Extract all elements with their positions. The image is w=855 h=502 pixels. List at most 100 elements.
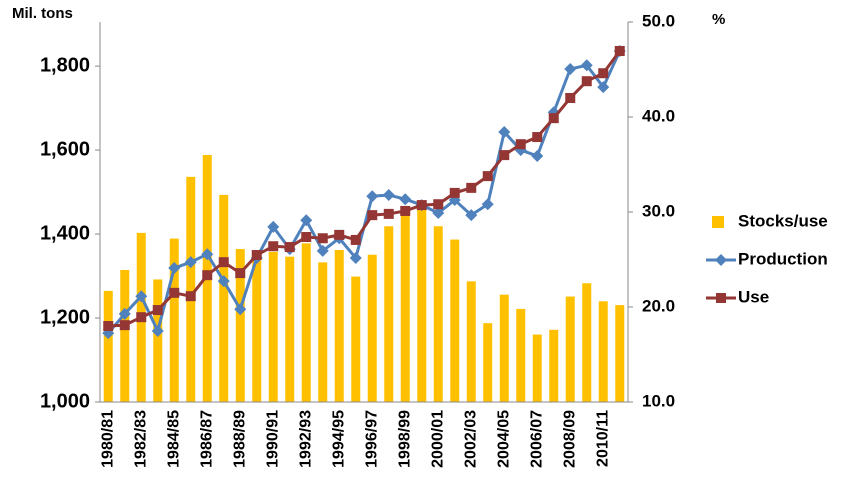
legend-marker — [715, 254, 727, 266]
x-tick-label: 2010/11 — [594, 410, 611, 467]
y-tick-label: 1,000 — [40, 390, 90, 412]
bar — [450, 239, 460, 402]
point — [316, 244, 329, 257]
bar — [268, 251, 278, 402]
bar — [532, 334, 542, 402]
x-tick-label: 2002/03 — [462, 410, 479, 468]
point — [118, 307, 131, 320]
point — [267, 220, 280, 233]
bar — [252, 260, 262, 402]
point — [301, 231, 312, 242]
x-tick-label: 1992/93 — [297, 410, 314, 468]
x-tick-label: 1990/91 — [264, 410, 281, 468]
bar — [433, 226, 443, 402]
point — [217, 275, 230, 288]
bar — [351, 276, 361, 402]
x-tick-label: 2004/05 — [495, 410, 512, 468]
point — [598, 68, 609, 79]
point — [449, 187, 460, 198]
y-tick-label: 1,400 — [40, 222, 90, 244]
bar — [466, 281, 476, 402]
point — [367, 210, 378, 221]
point — [202, 270, 213, 281]
bar — [318, 262, 328, 402]
point — [185, 291, 196, 302]
bar — [153, 279, 163, 402]
point — [580, 59, 593, 72]
bar — [549, 329, 559, 402]
x-tick-label: 1988/89 — [231, 410, 248, 468]
point — [168, 262, 181, 275]
point — [565, 93, 576, 103]
x-tick-label: 2006/07 — [528, 410, 545, 468]
bar — [367, 254, 377, 402]
bar — [285, 256, 295, 402]
point — [235, 268, 246, 279]
y-tick-label: 1,800 — [40, 54, 90, 76]
point — [581, 76, 592, 87]
x-tick-label: 1998/99 — [396, 410, 413, 468]
y-tick-label: 1,200 — [40, 306, 90, 328]
point — [466, 182, 477, 193]
bar — [219, 194, 229, 402]
point — [119, 320, 130, 331]
bar — [565, 296, 575, 402]
bar — [499, 294, 509, 402]
point — [597, 81, 610, 94]
bar — [615, 305, 625, 402]
point — [499, 150, 510, 161]
legend-label: Use — [738, 287, 769, 306]
bar — [169, 238, 179, 402]
point — [432, 207, 445, 220]
point — [251, 250, 262, 261]
point — [481, 198, 494, 211]
point — [284, 242, 295, 253]
point — [151, 325, 164, 338]
point — [614, 45, 625, 56]
legend-label: Stocks/use — [738, 211, 828, 230]
x-tick-label: 1984/85 — [165, 410, 182, 468]
point — [317, 233, 328, 244]
point — [184, 256, 197, 269]
y2-tick-label: 50.0 — [642, 11, 675, 30]
point — [169, 287, 180, 298]
bar — [334, 250, 344, 402]
point — [383, 208, 394, 219]
point — [300, 214, 313, 227]
bar — [186, 176, 196, 402]
point — [400, 205, 411, 216]
point — [350, 234, 361, 245]
y2-tick-label: 40.0 — [642, 106, 675, 125]
bar — [400, 214, 410, 402]
x-tick-label: 1996/97 — [363, 410, 380, 468]
bar — [120, 269, 130, 402]
point — [135, 290, 148, 303]
x-tick-label: 1982/83 — [132, 410, 149, 468]
x-tick-label: 1994/95 — [330, 410, 347, 468]
bar — [103, 290, 113, 402]
x-tick-label: 2008/09 — [561, 410, 578, 468]
point — [201, 248, 214, 261]
point — [482, 171, 493, 182]
y2-tick-label: 30.0 — [642, 201, 675, 220]
bar — [301, 243, 311, 402]
bar — [483, 323, 493, 402]
y-tick-label: 1,600 — [40, 138, 90, 160]
line — [108, 50, 621, 328]
x-tick-label: 1986/87 — [198, 410, 215, 468]
point — [382, 188, 395, 201]
bar — [516, 308, 526, 402]
point — [366, 190, 379, 203]
bar — [598, 301, 608, 402]
point — [334, 229, 345, 240]
point — [498, 126, 511, 139]
y2-tick-label: 20.0 — [642, 296, 675, 315]
legend-marker — [716, 293, 726, 303]
point — [515, 139, 526, 150]
x-tick-label: 1980/81 — [99, 410, 116, 468]
bar — [417, 205, 427, 402]
point — [268, 241, 279, 252]
point — [234, 303, 247, 316]
point — [548, 113, 559, 124]
